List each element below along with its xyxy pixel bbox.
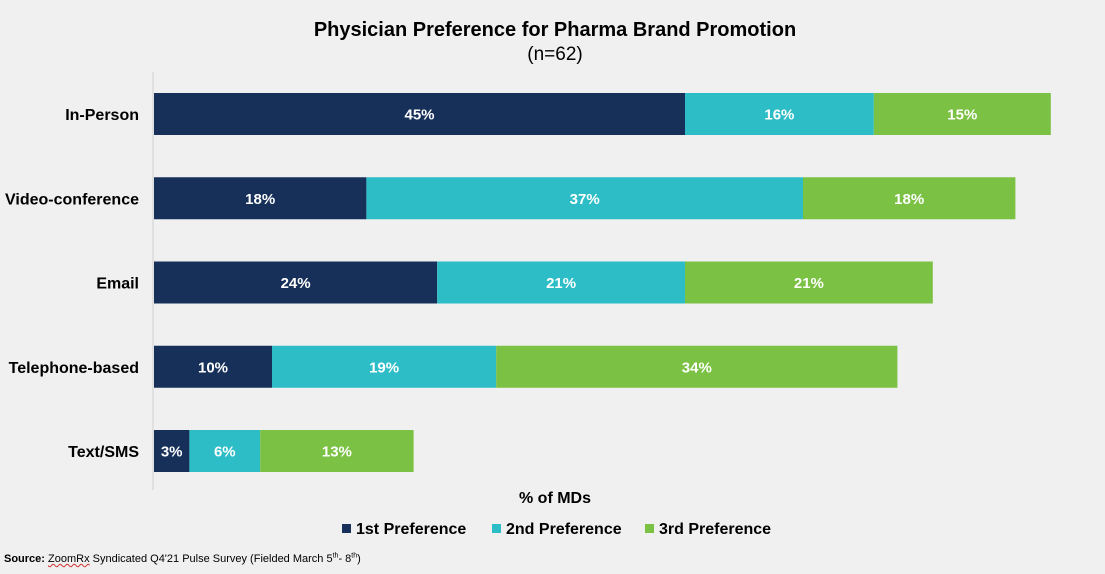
bar-segment-video-conference-2 bbox=[366, 177, 803, 220]
data-label-in-person-1: 45% bbox=[404, 107, 434, 124]
bar-segment-video-conference-3 bbox=[803, 177, 1016, 220]
bar-segment-in-person-3 bbox=[873, 93, 1051, 135]
labels-layer: In-Person 45% 16% 15% Video-conference 18% 37%… bbox=[5, 107, 977, 462]
bar-segment-telephone-based-2 bbox=[272, 345, 497, 388]
legend-swatch-1st-preference bbox=[342, 524, 351, 533]
source-text-before: Syndicated Q4'21 Pulse Survey (Fielded M… bbox=[89, 553, 333, 565]
legend-label-3rd-preference: 3rd Preference bbox=[659, 521, 771, 538]
category-label-text-sms: Text/SMS bbox=[68, 444, 139, 461]
source-label: Source: bbox=[4, 553, 45, 565]
category-label-in-person: In-Person bbox=[65, 107, 139, 124]
data-label-email-3: 21% bbox=[794, 275, 824, 292]
bar-segment-telephone-based-3 bbox=[496, 345, 898, 388]
source-sup-1: th bbox=[332, 552, 339, 560]
legend: 1st Preference 2nd Preference 3rd Preferen… bbox=[342, 521, 771, 538]
data-label-text-sms-3: 13% bbox=[322, 444, 352, 461]
bar-segment-email-1 bbox=[154, 261, 438, 304]
source-text-after: ) bbox=[357, 553, 361, 565]
bar-segment-text-sms-2 bbox=[189, 430, 261, 472]
data-label-telephone-based-1: 10% bbox=[198, 359, 228, 376]
category-label-telephone-based: Telephone-based bbox=[9, 360, 139, 377]
legend-label-2nd-preference: 2nd Preference bbox=[506, 521, 622, 538]
data-label-video-conference-1: 18% bbox=[245, 191, 275, 208]
data-label-telephone-based-3: 34% bbox=[682, 359, 712, 376]
data-label-telephone-based-2: 19% bbox=[369, 359, 399, 376]
data-label-in-person-3: 15% bbox=[947, 107, 977, 124]
legend-swatch-3rd-preference bbox=[645, 524, 654, 533]
bar-segment-in-person-1 bbox=[154, 93, 685, 135]
chart-title: Physician Preference for Pharma Brand Pr… bbox=[313, 19, 797, 41]
data-label-email-2: 21% bbox=[546, 275, 576, 292]
bars-layer bbox=[154, 93, 1051, 472]
legend-label-1st-preference: 1st Preference bbox=[356, 521, 466, 538]
bar-segment-text-sms-1 bbox=[154, 430, 190, 472]
data-label-text-sms-2: 6% bbox=[214, 444, 236, 461]
data-label-in-person-2: 16% bbox=[764, 107, 794, 124]
data-label-email-1: 24% bbox=[281, 275, 311, 292]
data-label-video-conference-3: 18% bbox=[894, 191, 924, 208]
data-label-video-conference-2: 37% bbox=[570, 191, 600, 208]
bar-segment-in-person-2 bbox=[685, 93, 874, 135]
bar-segment-video-conference-1 bbox=[154, 177, 367, 220]
data-label-text-sms-1: 3% bbox=[161, 444, 183, 461]
category-label-email: Email bbox=[96, 276, 139, 293]
source-sup-2: th bbox=[351, 552, 358, 560]
bar-segment-email-2 bbox=[437, 261, 685, 304]
bar-segment-telephone-based-1 bbox=[154, 345, 272, 388]
bar-segment-email-3 bbox=[685, 261, 933, 304]
x-axis-label: % of MDs bbox=[519, 490, 591, 507]
legend-swatch-2nd-preference bbox=[492, 524, 501, 533]
chart-subtitle: (n=62) bbox=[527, 44, 583, 65]
source-brand: ZoomRx bbox=[48, 553, 90, 565]
bar-segment-text-sms-3 bbox=[260, 430, 414, 472]
source-note: Source: ZoomRx Syndicated Q4'21 Pulse Su… bbox=[4, 552, 361, 565]
category-label-video-conference: Video-conference bbox=[5, 191, 139, 208]
source-text-mid: - 8 bbox=[338, 553, 352, 565]
